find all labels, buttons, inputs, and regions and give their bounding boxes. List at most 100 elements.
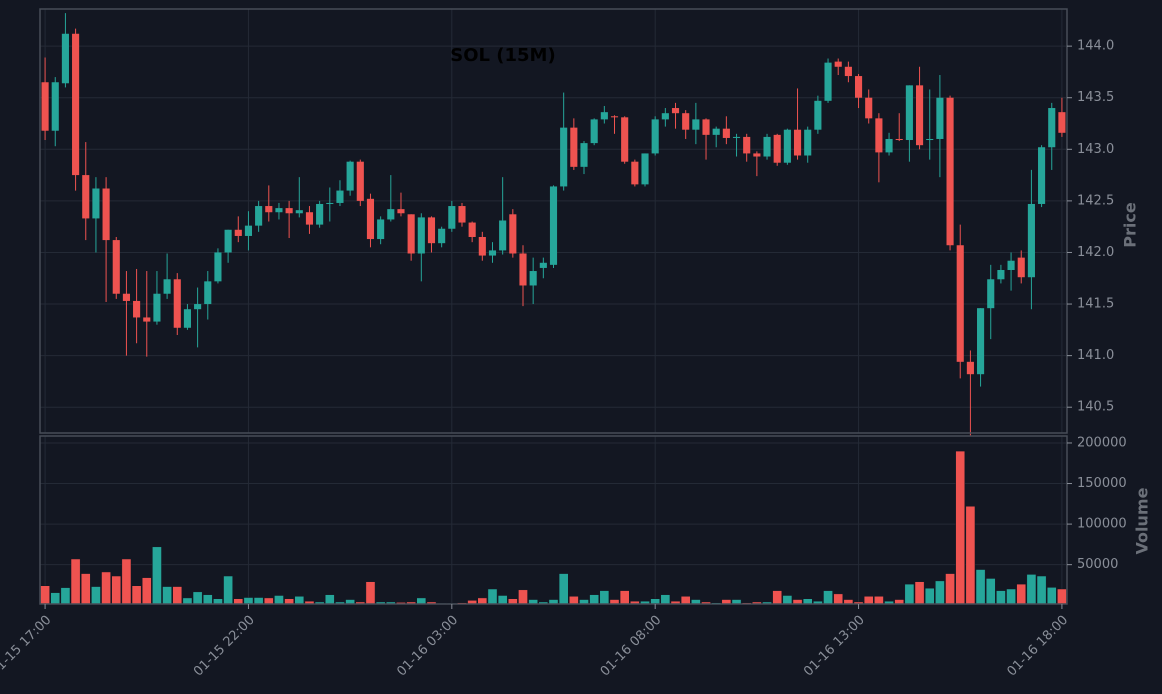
candle-body	[72, 33, 80, 176]
candle-body	[122, 293, 130, 301]
volume-bar	[1057, 588, 1067, 605]
candle-body	[763, 136, 771, 157]
candle-body	[102, 188, 110, 241]
candle-body	[539, 262, 547, 268]
candle-body	[641, 153, 649, 185]
volume-bar	[996, 590, 1006, 605]
candle-body	[509, 214, 517, 254]
candle-body	[895, 138, 903, 141]
volume-bar	[324, 594, 335, 605]
candle-body	[316, 203, 324, 225]
candle-body	[305, 212, 314, 225]
candle-body	[112, 240, 120, 294]
candle-body	[977, 308, 985, 375]
volume-bar	[91, 586, 101, 605]
volume-bar	[935, 580, 945, 605]
candle-body	[397, 209, 405, 214]
candle-body	[549, 186, 558, 265]
volume-bar	[823, 590, 833, 605]
candle-body	[671, 108, 680, 114]
volume-bar	[1046, 587, 1057, 605]
volume-bar	[518, 589, 528, 605]
candle-body	[377, 219, 385, 240]
chart-title: SOL (15M)	[450, 45, 555, 66]
volume-bar	[274, 595, 284, 605]
volume-bar	[619, 590, 630, 605]
candle-body	[997, 270, 1005, 280]
candle-body	[224, 229, 232, 253]
candle-body	[417, 217, 425, 254]
volume-tick-label: 200000	[1077, 435, 1127, 450]
candle-body	[295, 210, 303, 214]
candle-body	[651, 119, 659, 154]
volume-bar	[121, 558, 132, 605]
candle-body	[722, 128, 730, 138]
candle-body	[265, 206, 273, 213]
volume-bar	[558, 573, 569, 605]
volume-bar	[965, 506, 976, 605]
candle-body	[804, 129, 812, 156]
candle-body	[916, 85, 924, 146]
volume-bar	[589, 594, 599, 605]
volume-bar	[111, 575, 122, 605]
candle-body	[448, 206, 456, 229]
candle-body	[773, 134, 781, 163]
volume-bar	[863, 596, 874, 605]
candle-body	[214, 252, 222, 282]
volume-bar	[833, 593, 844, 605]
plot-layer	[40, 9, 1067, 605]
volume-bar	[162, 586, 172, 605]
volume-bar	[141, 577, 152, 605]
volume-bar	[497, 595, 508, 605]
candle-body	[946, 97, 954, 246]
volume-bar	[172, 586, 183, 605]
candle-body	[51, 82, 59, 131]
candle-body	[824, 62, 832, 101]
candle-body	[336, 190, 344, 203]
volume-bar	[985, 578, 996, 605]
volume-bar	[101, 571, 111, 605]
volume-bar	[650, 598, 661, 605]
volume-bar	[1006, 588, 1016, 605]
volume-bar	[284, 598, 294, 605]
candle-body	[356, 161, 364, 201]
price-frame	[39, 8, 1068, 434]
volume-bar	[131, 585, 142, 605]
candle-body	[82, 175, 90, 219]
volume-bar	[487, 588, 498, 605]
volume-bar	[60, 587, 71, 605]
candle-body	[346, 161, 354, 191]
candle-body	[570, 127, 578, 167]
candle-body	[966, 361, 974, 375]
volume-bar	[233, 598, 244, 605]
volume-bar	[202, 594, 213, 605]
candle-body	[468, 222, 476, 237]
volume-bar	[924, 587, 935, 605]
volume-frame	[39, 435, 1068, 605]
candle-body	[92, 188, 100, 219]
volume-bar	[772, 590, 783, 605]
candle-body	[844, 66, 852, 77]
candle-body	[956, 245, 964, 362]
candle-body	[1017, 257, 1025, 278]
volume-bar	[1036, 575, 1047, 605]
candle-body	[783, 129, 791, 163]
volume-tick-label: 50000	[1077, 557, 1118, 572]
y-axis-label: Price	[1121, 202, 1140, 248]
volume-tick-label: 100000	[1077, 517, 1127, 532]
candle-body	[194, 304, 202, 310]
volume-bar	[1016, 583, 1027, 605]
candle-body	[814, 100, 822, 130]
candle-body	[458, 206, 466, 223]
candle-body	[610, 116, 619, 118]
candle-body	[580, 143, 588, 167]
candle-body	[682, 113, 690, 130]
candle-body	[488, 250, 497, 256]
candle-body	[743, 136, 751, 154]
y-tick-label: 143.0	[1077, 142, 1114, 157]
volume-bar	[192, 591, 203, 605]
candle-body	[61, 33, 69, 84]
y-tick-label: 141.0	[1077, 348, 1114, 363]
volume-tick-label: 150000	[1077, 476, 1127, 491]
